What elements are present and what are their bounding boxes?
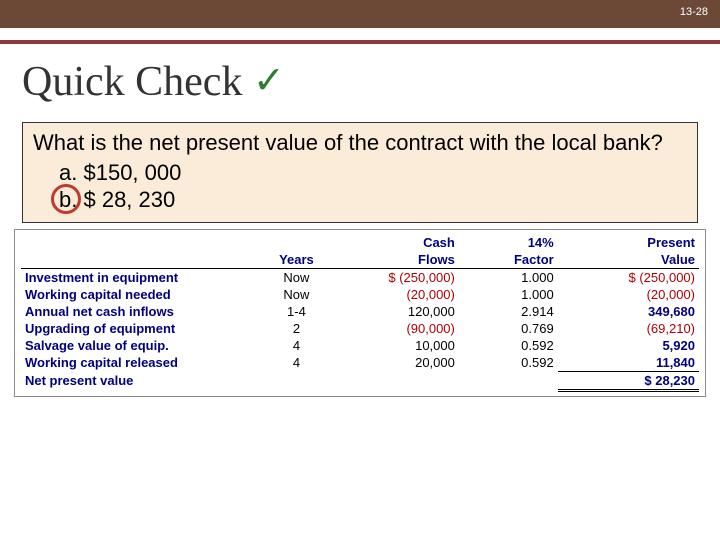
table-row: Working capital neededNow(20,000)1.000(2… xyxy=(21,286,699,303)
row-factor: 0.592 xyxy=(459,337,558,354)
row-label: Upgrading of equipment xyxy=(21,320,261,337)
row-label: Annual net cash inflows xyxy=(21,303,261,320)
row-label: Working capital needed xyxy=(21,286,261,303)
table-row: Investment in equipmentNow$ (250,000)1.0… xyxy=(21,268,699,286)
th-pv-l2: Value xyxy=(558,251,699,269)
option-b: b. $ 28, 230 xyxy=(59,186,687,214)
th-cash-l1: Cash xyxy=(332,234,459,251)
row-years: 4 xyxy=(261,337,332,354)
row-label: Salvage value of equip. xyxy=(21,337,261,354)
th-factor-l1: 14% xyxy=(459,234,558,251)
row-factor: 1.000 xyxy=(459,268,558,286)
npv-table-wrap: Years Cash 14% Present Flows Factor Valu… xyxy=(14,229,706,397)
table-row-total: Net present value $ 28,230 xyxy=(21,371,699,390)
table-row: Salvage value of equip.410,0000.5925,920 xyxy=(21,337,699,354)
question-prompt: What is the net present value of the con… xyxy=(33,129,687,157)
row-factor: 2.914 xyxy=(459,303,558,320)
page-number: 13-28 xyxy=(680,6,708,18)
row-pv: (69,210) xyxy=(558,320,699,337)
th-empty2 xyxy=(21,251,261,269)
row-cashflow: (90,000) xyxy=(332,320,459,337)
title-wrap: Quick Check ✓ xyxy=(0,44,720,116)
row-cashflow: 10,000 xyxy=(332,337,459,354)
row-label: Investment in equipment xyxy=(21,268,261,286)
row-cashflow: $ (250,000) xyxy=(332,268,459,286)
question-box: What is the net present value of the con… xyxy=(22,122,698,223)
row-pv: 5,920 xyxy=(558,337,699,354)
npv-table-head: Years Cash 14% Present Flows Factor Valu… xyxy=(21,234,699,269)
th-factor-l2: Factor xyxy=(459,251,558,269)
total-label: Net present value xyxy=(21,371,261,390)
th-empty xyxy=(21,234,261,251)
option-a: a. $150, 000 xyxy=(59,159,687,187)
th-pv-l1: Present xyxy=(558,234,699,251)
table-row: Annual net cash inflows1-4120,0002.91434… xyxy=(21,303,699,320)
row-cashflow: (20,000) xyxy=(332,286,459,303)
row-factor: 0.769 xyxy=(459,320,558,337)
row-factor: 0.592 xyxy=(459,354,558,372)
th-years: Years xyxy=(261,234,332,269)
title-text: Quick Check xyxy=(22,59,242,105)
empty-cell xyxy=(332,371,459,390)
option-b-label: b. xyxy=(59,187,77,212)
option-a-label: a. xyxy=(59,160,77,185)
row-cashflow: 120,000 xyxy=(332,303,459,320)
row-pv: 11,840 xyxy=(558,354,699,372)
empty-cell xyxy=(459,371,558,390)
total-pv: $ 28,230 xyxy=(558,371,699,390)
row-label: Working capital released xyxy=(21,354,261,372)
page-title: Quick Check ✓ xyxy=(22,58,698,106)
table-row: Upgrading of equipment2(90,000)0.769(69,… xyxy=(21,320,699,337)
row-pv: 349,680 xyxy=(558,303,699,320)
npv-table-body: Investment in equipmentNow$ (250,000)1.0… xyxy=(21,268,699,390)
options-list: a. $150, 000 b. $ 28, 230 xyxy=(33,159,687,214)
empty-cell xyxy=(261,371,332,390)
row-years: 4 xyxy=(261,354,332,372)
row-pv: (20,000) xyxy=(558,286,699,303)
th-cash-l2: Flows xyxy=(332,251,459,269)
option-a-value: $150, 000 xyxy=(83,160,181,185)
checkmark-icon: ✓ xyxy=(253,60,285,102)
row-pv: $ (250,000) xyxy=(558,268,699,286)
row-years: Now xyxy=(261,268,332,286)
row-years: Now xyxy=(261,286,332,303)
top-bar: 13-28 xyxy=(0,0,720,28)
table-row: Working capital released420,0000.59211,8… xyxy=(21,354,699,372)
row-years: 2 xyxy=(261,320,332,337)
npv-table: Years Cash 14% Present Flows Factor Valu… xyxy=(21,234,699,392)
row-years: 1-4 xyxy=(261,303,332,320)
row-cashflow: 20,000 xyxy=(332,354,459,372)
row-factor: 1.000 xyxy=(459,286,558,303)
option-b-value: $ 28, 230 xyxy=(83,187,175,212)
